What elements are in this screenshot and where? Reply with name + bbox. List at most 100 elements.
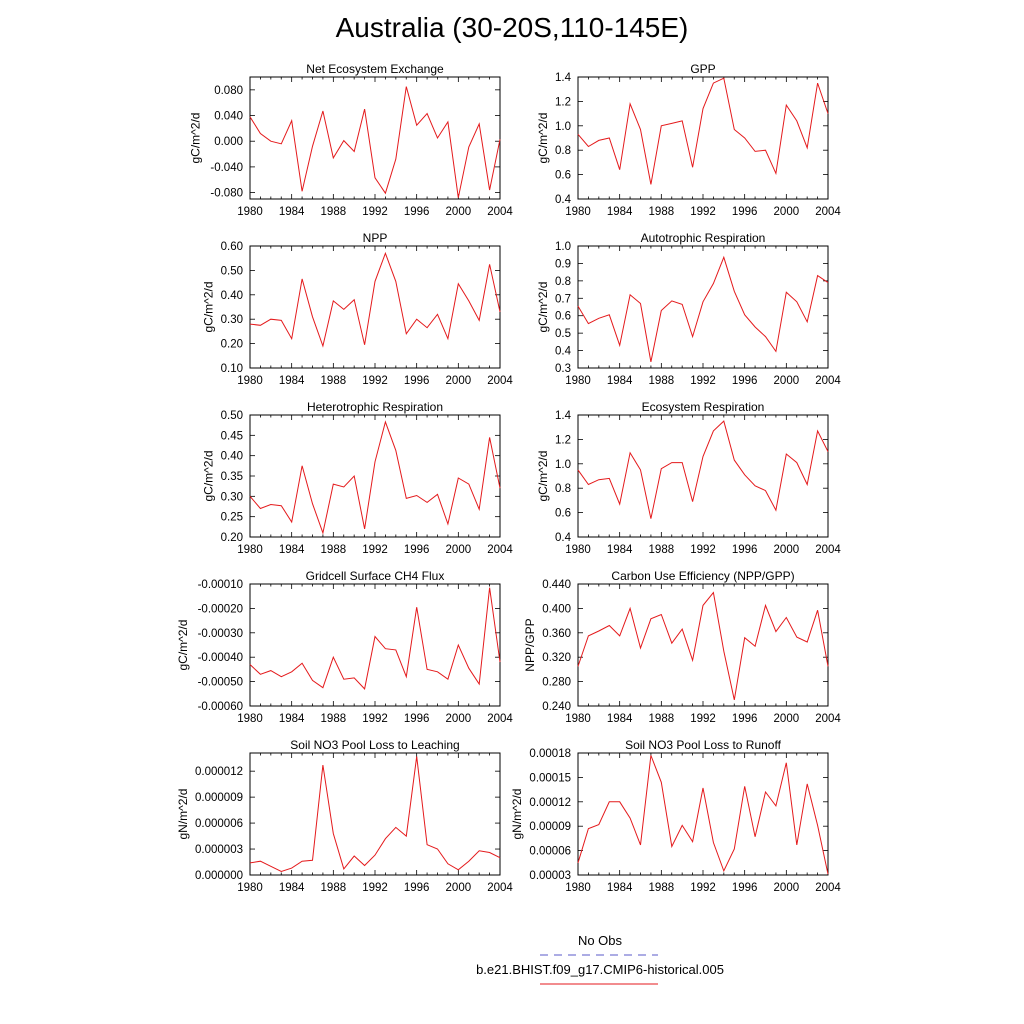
- x-tick-label: 1992: [690, 206, 716, 218]
- y-tick-label: 0.4: [555, 532, 572, 544]
- y-tick-label: 0.8: [555, 483, 571, 495]
- x-tick-label: 1984: [607, 713, 633, 725]
- y-tick-label: 0.8: [555, 276, 571, 288]
- x-tick-label: 1988: [321, 375, 347, 387]
- panel-title: Soil NO3 Pool Loss to Leaching: [290, 738, 459, 752]
- x-tick-label: 1984: [279, 375, 305, 387]
- y-axis-label: NPP/GPP: [523, 618, 537, 671]
- y-tick-label: 1.4: [555, 410, 572, 422]
- y-tick-label: 0.4: [555, 194, 572, 206]
- y-tick-label: 1.2: [555, 434, 571, 446]
- y-tick-label: 1.0: [555, 241, 571, 253]
- x-tick-label: 2004: [815, 206, 841, 218]
- x-tick-label: 1980: [237, 206, 263, 218]
- x-tick-label: 1984: [279, 882, 305, 894]
- y-tick-label: 0.9: [555, 258, 571, 270]
- y-axis-label: gC/m^2/d: [536, 113, 550, 164]
- panel-10: Soil NO3 Pool Loss to Runoff 1980 1984 1988…: [510, 738, 841, 894]
- y-tick-label: -0.00050: [198, 677, 243, 689]
- y-tick-label: -0.00020: [198, 603, 243, 615]
- x-tick-label: 2000: [774, 544, 800, 556]
- x-tick-label: 2000: [774, 882, 800, 894]
- x-tick-label: 2004: [815, 544, 841, 556]
- series-line: [577, 77, 829, 185]
- x-tick-label: 2000: [774, 375, 800, 387]
- y-tick-label: 0.00015: [529, 772, 571, 784]
- panel-title: GPP: [690, 62, 715, 76]
- panel-7: Gridcell Surface CH4 Flux 1980 1984 1988 199…: [176, 569, 514, 725]
- x-tick-label: 1996: [404, 713, 430, 725]
- panel-5: Heterotrophic Respiration 1980 1984 1988 199…: [201, 400, 513, 556]
- x-tick-label: 1984: [279, 544, 305, 556]
- panel-8: Carbon Use Efficiency (NPP/GPP) 1980 1984 1…: [523, 569, 841, 725]
- y-tick-label: 0.040: [214, 111, 243, 123]
- y-tick-label: 0.440: [542, 579, 571, 591]
- x-tick-label: 1980: [565, 375, 591, 387]
- x-tick-label: 1980: [237, 544, 263, 556]
- y-tick-label: 0.4: [555, 346, 572, 358]
- y-tick-label: 0.000009: [195, 792, 243, 804]
- series-line: [577, 591, 829, 701]
- x-tick-label: 2004: [487, 375, 513, 387]
- legend-run-label: b.e21.BHIST.f09_g17.CMIP6-historical.005: [476, 962, 724, 977]
- series-line: [249, 86, 501, 198]
- page-title: Australia (30-20S,110-145E): [335, 12, 689, 43]
- y-axis-label: gC/m^2/d: [201, 451, 215, 502]
- x-tick-label: 2004: [487, 206, 513, 218]
- x-tick-label: 1980: [565, 882, 591, 894]
- plot-frame: [249, 76, 501, 200]
- x-tick-label: 1988: [321, 544, 347, 556]
- y-tick-label: 0.50: [221, 265, 243, 277]
- x-tick-label: 1992: [362, 375, 388, 387]
- series-line: [577, 755, 829, 875]
- y-tick-label: 0.080: [214, 85, 243, 97]
- x-tick-label: 1996: [732, 882, 758, 894]
- panel-9: Soil NO3 Pool Loss to Leaching 1980 1984 19…: [176, 738, 514, 894]
- y-axis-label: gN/m^2/d: [510, 789, 524, 840]
- y-tick-label: 0.280: [542, 677, 571, 689]
- y-tick-label: 1.0: [555, 459, 571, 471]
- y-tick-label: 0.3: [555, 363, 571, 375]
- x-tick-label: 2004: [815, 882, 841, 894]
- x-tick-label: 1988: [321, 206, 347, 218]
- plot-frame: [577, 245, 829, 369]
- y-tick-label: 0.400: [542, 603, 571, 615]
- y-tick-label: -0.040: [210, 162, 243, 174]
- x-tick-label: 1988: [321, 882, 347, 894]
- x-tick-label: 1984: [279, 713, 305, 725]
- y-tick-label: 1.2: [555, 96, 571, 108]
- x-tick-label: 2000: [446, 206, 472, 218]
- y-tick-label: 0.50: [221, 410, 243, 422]
- panel-title: NPP: [363, 231, 388, 245]
- series-line: [577, 420, 829, 519]
- y-tick-label: 0.60: [221, 241, 243, 253]
- x-tick-label: 2000: [774, 206, 800, 218]
- legend-obs-label: No Obs: [577, 933, 623, 948]
- series-line: [249, 251, 501, 348]
- y-tick-label: 0.6: [555, 311, 571, 323]
- y-tick-label: 0.000006: [195, 818, 243, 830]
- y-tick-label: -0.00010: [198, 579, 243, 591]
- x-tick-label: 2004: [487, 882, 513, 894]
- x-tick-label: 1992: [690, 882, 716, 894]
- plot-frame: [577, 752, 829, 876]
- x-tick-label: 1984: [607, 375, 633, 387]
- x-tick-label: 1984: [607, 206, 633, 218]
- x-tick-label: 1980: [565, 206, 591, 218]
- y-tick-label: 0.7: [555, 293, 571, 305]
- x-tick-label: 1992: [690, 375, 716, 387]
- panel-4: Autotrophic Respiration 1980 1984 1988 1992 1…: [536, 231, 842, 387]
- plot-frame: [577, 76, 829, 200]
- x-tick-label: 1996: [732, 713, 758, 725]
- x-tick-label: 1992: [362, 544, 388, 556]
- panel-title: Soil NO3 Pool Loss to Runoff: [625, 738, 782, 752]
- x-tick-label: 1992: [362, 713, 388, 725]
- panel-title: Carbon Use Efficiency (NPP/GPP): [611, 569, 794, 583]
- x-tick-label: 1996: [404, 375, 430, 387]
- x-tick-label: 1992: [690, 713, 716, 725]
- x-tick-label: 1984: [607, 544, 633, 556]
- y-axis-label: gC/m^2/d: [176, 620, 190, 671]
- x-tick-label: 1984: [607, 882, 633, 894]
- y-tick-label: 0.10: [221, 363, 243, 375]
- x-tick-label: 1996: [732, 544, 758, 556]
